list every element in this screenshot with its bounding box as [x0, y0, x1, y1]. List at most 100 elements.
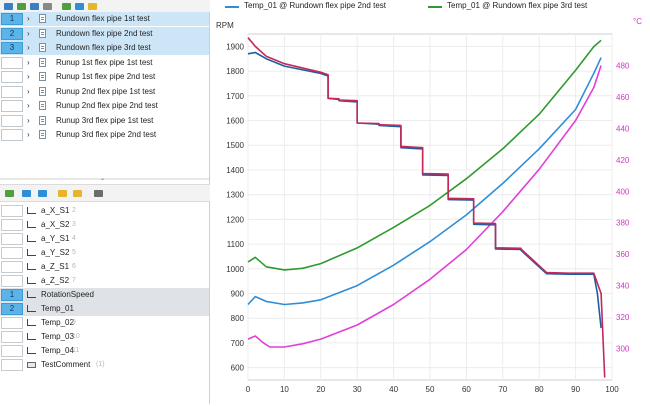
channel-chart-icon: [27, 277, 36, 284]
channel-row[interactable]: a_Z_S1 6: [0, 260, 209, 274]
test-index[interactable]: 3: [1, 42, 23, 54]
test-index[interactable]: [1, 71, 23, 83]
left-tick-label: 1900: [226, 42, 244, 51]
channel-index[interactable]: [1, 233, 23, 245]
channel-index[interactable]: [1, 275, 23, 287]
channel-index[interactable]: [1, 219, 23, 231]
channel-row[interactable]: a_X_S1 2: [0, 204, 209, 218]
channel-row[interactable]: Temp_03 10: [0, 330, 209, 344]
channel-row[interactable]: a_X_S2 3: [0, 218, 209, 232]
channel-index[interactable]: [1, 205, 23, 217]
channel-row[interactable]: Temp_02 9: [0, 316, 209, 330]
test-label: Runup 2nd flex pipe 1st test: [56, 86, 156, 96]
channel-row[interactable]: 2 Temp_01: [0, 302, 209, 316]
chevron-right-icon[interactable]: ›: [27, 101, 30, 110]
channel-row[interactable]: Temp_04 11: [0, 344, 209, 358]
chevron-right-icon[interactable]: ›: [27, 43, 30, 52]
channel-index[interactable]: [1, 331, 23, 343]
test-row[interactable]: › Runup 2nd flex pipe 2nd test: [0, 99, 209, 113]
chart-icon[interactable]: [5, 190, 14, 197]
channel-chart-icon: [27, 291, 36, 298]
splitter-chevron-icon[interactable]: ⌄: [100, 176, 106, 182]
document-icon: [39, 28, 46, 38]
x-tick-label: 60: [462, 385, 471, 394]
test-index[interactable]: 2: [1, 27, 23, 40]
chevron-right-icon[interactable]: ›: [27, 28, 30, 38]
channel-label: a_Y_S2: [41, 248, 70, 257]
test-index[interactable]: [1, 100, 23, 112]
x-tick-label: 40: [389, 385, 398, 394]
test-index[interactable]: 1: [1, 13, 23, 25]
sort-ascending-icon[interactable]: [22, 190, 31, 197]
channel-chart-icon: [27, 333, 36, 340]
filter-icon[interactable]: [94, 190, 103, 197]
channel-index[interactable]: 2: [1, 303, 23, 315]
legend-line-green: [428, 6, 442, 8]
chevron-right-icon[interactable]: ›: [27, 57, 30, 67]
save-icon[interactable]: [17, 3, 26, 10]
test-row[interactable]: › Runup 3rd flex pipe 1st test: [0, 114, 209, 128]
chart-legend: Temp_01 @ Rundown flex pipe 2nd test Tem…: [211, 0, 650, 13]
channel-label: Temp_04: [41, 346, 74, 355]
channel-row[interactable]: a_Y_S2 5: [0, 246, 209, 260]
channel-chart-icon: [27, 319, 36, 326]
sort-icon[interactable]: [62, 3, 71, 10]
x-tick-label: 90: [571, 385, 580, 394]
channel-row[interactable]: a_Y_S1 4: [0, 232, 209, 246]
test-row[interactable]: › Runup 2nd flex pipe 1st test: [0, 85, 209, 99]
test-index[interactable]: [1, 114, 23, 127]
channel-row[interactable]: TestComment (1): [0, 358, 209, 372]
x-tick-label: 70: [498, 385, 507, 394]
test-row[interactable]: 3 › Rundown flex pipe 3rd test: [0, 41, 209, 55]
channel-count: 2: [72, 207, 76, 214]
open-icon[interactable]: [4, 3, 13, 10]
print-icon[interactable]: [43, 3, 52, 10]
chevron-right-icon[interactable]: ›: [27, 72, 30, 81]
series-line-5: [247, 37, 606, 378]
chevron-right-icon[interactable]: ›: [27, 14, 30, 23]
export-icon[interactable]: [30, 3, 39, 10]
channel-index[interactable]: [1, 359, 23, 371]
channel-row[interactable]: 1 RotationSpeed: [0, 288, 209, 302]
test-row[interactable]: › Runup 1st flex pipe 1st test: [0, 56, 209, 70]
left-tick-label: 1700: [226, 92, 244, 101]
chevron-right-icon[interactable]: ›: [27, 130, 30, 139]
x-tick-label: 10: [280, 385, 289, 394]
channel-count: 3: [72, 221, 76, 228]
sort-icon[interactable]: [75, 3, 84, 10]
channel-index[interactable]: [1, 247, 23, 259]
channel-index[interactable]: [1, 317, 23, 329]
test-row[interactable]: › Runup 1st flex pipe 2nd test: [0, 70, 209, 84]
chevron-right-icon[interactable]: ›: [27, 115, 30, 125]
left-panel: 1 › Rundown flex pipe 1st test 2 › Rundown fl…: [0, 0, 210, 404]
test-row[interactable]: 1 › Rundown flex pipe 1st test: [0, 12, 209, 26]
left-tick-label: 1100: [227, 240, 245, 249]
test-index[interactable]: [1, 85, 23, 98]
legend-line-blue: [225, 6, 239, 8]
sort-descending-icon[interactable]: [38, 190, 47, 197]
test-row[interactable]: › Runup 3rd flex pipe 2nd test: [0, 128, 209, 142]
test-row[interactable]: 2 › Rundown flex pipe 2nd test: [0, 26, 209, 41]
channel-index[interactable]: [1, 345, 23, 357]
left-axis-label: RPM: [216, 21, 234, 30]
left-tick-label: 700: [231, 339, 245, 348]
test-index[interactable]: [1, 56, 23, 69]
test-index[interactable]: [1, 129, 23, 141]
splitter[interactable]: [0, 178, 209, 180]
channel-index[interactable]: [1, 261, 23, 273]
lock-icon[interactable]: [58, 190, 67, 197]
document-icon: [39, 43, 46, 52]
chevron-right-icon[interactable]: ›: [27, 86, 30, 96]
lock-icon[interactable]: [88, 3, 97, 10]
left-tick-label: 1400: [226, 166, 244, 175]
document-icon: [39, 130, 46, 139]
channel-count: 9: [72, 319, 76, 326]
channel-chart-icon: [27, 221, 36, 228]
channel-row[interactable]: a_Z_S2 7: [0, 274, 209, 288]
right-tick-label: 340: [616, 282, 630, 291]
unlock-icon[interactable]: [73, 190, 82, 197]
series-line-2: [247, 39, 602, 271]
chart-area[interactable]: 1900 1800 1700 1600 1500 1400 1300 1200 1100 1000…: [211, 0, 650, 404]
channel-index[interactable]: 1: [1, 289, 23, 301]
test-label: Rundown flex pipe 2nd test: [56, 28, 153, 38]
